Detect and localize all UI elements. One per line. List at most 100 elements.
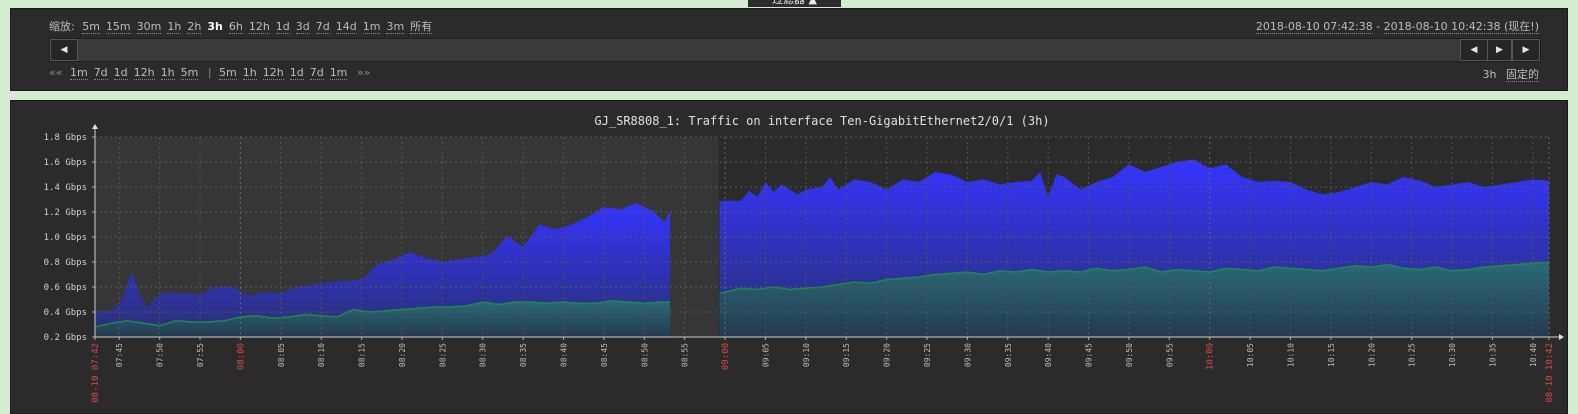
x-tick-label: 10:40 (1529, 343, 1538, 367)
x-tick-label: 08-10 07:42 (91, 343, 101, 403)
x-tick-label: 10:30 (1448, 343, 1457, 367)
fwd-suffix: »» (356, 66, 371, 79)
zoom-option[interactable]: 12h (248, 20, 270, 34)
x-tick-label: 09:20 (883, 343, 892, 367)
x-tick-label: 09:30 (963, 343, 972, 367)
x-tick-label: 09:25 (923, 343, 932, 367)
nav-forward-option[interactable]: 5m (219, 66, 237, 80)
graph-title: GJ_SR8808_1: Traffic on interface Ten-Gi… (594, 114, 1049, 128)
time-control-panel: 缩放: 5m 15m 30m 1h 2h 3h 6h 12h 1d 3d 7d 14d 1m 3m 所有 2… (10, 8, 1568, 91)
nav-forward-option[interactable]: 1h (242, 66, 257, 80)
y-tick-label: 0.4 Gbps (44, 308, 87, 318)
x-tick-label: 08:00 (236, 343, 246, 370)
timeline-scrollbar[interactable]: ◀ ◀ ▶ ▶ (49, 38, 1541, 62)
x-tick-label: 07:50 (156, 343, 165, 367)
back-prefix: «« (49, 66, 63, 79)
current-period: 3h (1482, 68, 1497, 81)
scroll-next-button[interactable]: ▶ (1488, 39, 1512, 61)
x-tick-label: 10:00 (1206, 343, 1216, 370)
y-tick-label: 1.4 Gbps (44, 183, 87, 193)
zoom-option[interactable]: 1h (167, 20, 182, 34)
x-tick-label: 09:40 (1044, 343, 1053, 367)
nav-forward-option[interactable]: 1d (289, 66, 304, 80)
y-tick-label: 0.6 Gbps (44, 283, 87, 293)
period-to[interactable]: 2018-08-10 10:42:38 (现在!) (1383, 20, 1539, 34)
y-tick-label: 1.6 Gbps (44, 158, 87, 168)
x-tick-label: 08:50 (640, 343, 649, 367)
x-tick-label: 10:05 (1246, 343, 1255, 367)
x-tick-label: 10:35 (1488, 343, 1497, 367)
y-tick-label: 1.2 Gbps (44, 208, 87, 218)
nav-back-option[interactable]: 7d (93, 66, 108, 80)
nav-divider: | (207, 66, 212, 79)
x-tick-label: 10:10 (1287, 343, 1296, 367)
nav-back-option[interactable]: 12h (133, 66, 155, 80)
nav-back-option[interactable]: 1m (69, 66, 88, 80)
x-tick-label: 07:45 (115, 343, 124, 367)
outbound-traffic-area (95, 300, 671, 337)
nav-back-option[interactable]: 1h (160, 66, 175, 80)
x-tick-label: 08:40 (560, 343, 569, 367)
zoom-option[interactable]: 3d (295, 20, 310, 34)
x-axis-arrow-icon (1559, 334, 1564, 340)
scroll-prev-button[interactable]: ◀ (1460, 39, 1488, 61)
zoom-option[interactable]: 所有 (410, 20, 433, 34)
zoom-option[interactable]: 1d (275, 20, 290, 34)
y-tick-label: 1.0 Gbps (44, 233, 87, 243)
x-tick-label: 08:55 (681, 343, 690, 367)
x-tick-label: 10:15 (1327, 343, 1336, 367)
x-tick-label: 08:35 (519, 343, 528, 367)
x-tick-label: 09:45 (1085, 343, 1094, 367)
y-tick-label: 0.8 Gbps (44, 258, 87, 268)
period-dash: - (1372, 20, 1384, 33)
fixed-toggle[interactable]: 固定的 (1506, 68, 1539, 82)
x-tick-label: 09:05 (761, 343, 770, 367)
x-tick-label: 07:55 (196, 343, 205, 367)
nav-forward-option[interactable]: 12h (262, 66, 284, 80)
y-axis-arrow-icon (92, 124, 98, 129)
zoom-row: 缩放: 5m 15m 30m 1h 2h 3h 6h 12h 1d 3d 7d 14d 1m 3m 所有 (49, 18, 438, 34)
scroll-right-button[interactable]: ▶ (1512, 39, 1540, 61)
zoom-option[interactable]: 1m (362, 20, 381, 34)
x-tick-label: 08:20 (398, 343, 407, 367)
zoom-label: 缩放: (49, 20, 75, 33)
x-tick-label: 09:50 (1125, 343, 1134, 367)
x-tick-label: 09:15 (842, 343, 851, 367)
x-tick-label: 09:00 (721, 343, 731, 370)
x-tick-label: 08:45 (600, 343, 609, 367)
x-tick-label: 09:10 (802, 343, 811, 367)
graph-panel: GJ_SR8808_1: Traffic on interface Ten-Gi… (10, 100, 1568, 414)
period-from[interactable]: 2018-08-10 07:42:38 (1255, 20, 1373, 34)
zoom-option[interactable]: 30m (136, 20, 162, 34)
fixed-period-row: 3h 固定的 (1483, 66, 1539, 82)
y-tick-label: 0.2 Gbps (44, 333, 87, 343)
period-display: 2018-08-10 07:42:38 - 2018-08-10 10:42:3… (1255, 18, 1539, 34)
zoom-option[interactable]: 7d (315, 20, 330, 34)
zoom-option[interactable]: 15m (105, 20, 131, 34)
prev-arrow-icon: ◀ (1470, 45, 1478, 55)
nav-back-option[interactable]: 5m (180, 66, 199, 80)
zoom-option[interactable]: 3h (207, 20, 223, 33)
next-arrow-icon: ▶ (1496, 45, 1503, 55)
traffic-graph: GJ_SR8808_1: Traffic on interface Ten-Gi… (44, 114, 1564, 403)
zoom-option[interactable]: 3m (386, 20, 405, 34)
nav-forward-option[interactable]: 1m (329, 66, 348, 80)
x-tick-label: 09:35 (1004, 343, 1013, 367)
zoom-option[interactable]: 5m (82, 20, 100, 34)
zoom-option[interactable]: 14d (335, 20, 357, 34)
zoom-option[interactable]: 6h (228, 20, 243, 34)
filter-tab[interactable]: 过滤器 ▲ (748, 0, 841, 7)
nav-forward-option[interactable]: 7d (309, 66, 324, 80)
scroll-left-button[interactable]: ◀ (50, 39, 78, 61)
nav-back-option[interactable]: 1d (113, 66, 128, 80)
navigation-row: «« 1m 7d 1d 12h 1h 5m | 5m 1h 12h 1d 7d 1m »» (49, 66, 374, 80)
zoom-option[interactable]: 2h (187, 20, 202, 34)
right-arrow-icon: ▶ (1522, 45, 1530, 55)
x-tick-label: 10:20 (1367, 343, 1376, 367)
left-arrow-icon: ◀ (60, 45, 68, 55)
x-tick-label: 08:10 (317, 343, 326, 367)
x-tick-label: 09:55 (1165, 343, 1174, 367)
x-tick-label: 08:15 (358, 343, 367, 367)
outbound-traffic-line (94, 300, 671, 328)
x-tick-label: 08:25 (438, 343, 447, 367)
